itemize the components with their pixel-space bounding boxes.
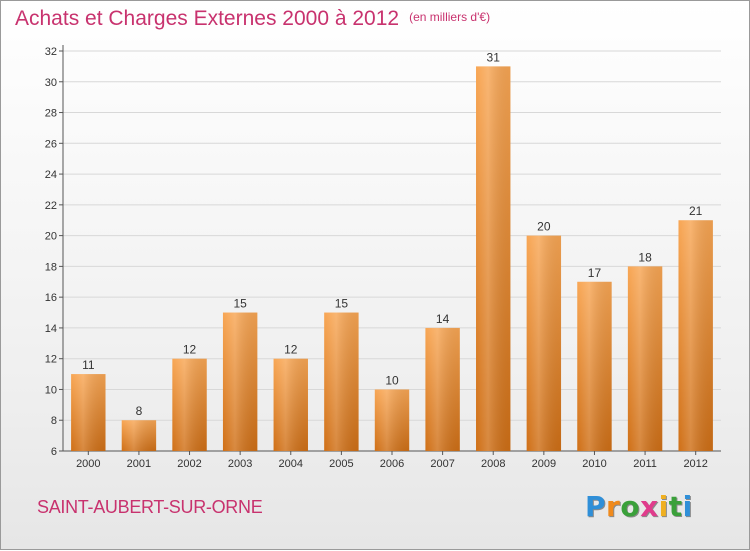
x-tick-label-2005: 2005 (329, 458, 353, 470)
logo-letter: x (640, 490, 659, 523)
x-tick-label-2008: 2008 (481, 458, 505, 470)
data-label-2002: 12 (183, 343, 197, 357)
y-tick-label: 26 (45, 138, 57, 150)
data-label-2012: 21 (689, 204, 703, 218)
bar-shine-2005 (324, 312, 359, 451)
y-tick-label: 18 (45, 261, 57, 273)
logo-letter: i (658, 490, 669, 523)
proxiti-logo[interactable]: Proxiti (585, 490, 693, 523)
chart-title: Achats et Charges Externes 2000 à 2012 (e… (15, 7, 490, 31)
data-label-2010: 17 (588, 266, 602, 280)
bar-shine-2003 (222, 312, 258, 451)
x-tick-label-2004: 2004 (279, 458, 303, 470)
unit-label: (en milliers d'€) (409, 10, 491, 24)
y-tick-label: 16 (45, 292, 57, 304)
bar-shine-2004 (273, 358, 308, 451)
bar-shine-2010 (577, 281, 612, 451)
y-tick-label: 12 (45, 354, 57, 366)
y-tick-label: 24 (45, 169, 57, 181)
commune-name: SAINT-AUBERT-SUR-ORNE (37, 497, 263, 517)
logo-letter: o (620, 490, 641, 523)
data-label-2000: 11 (82, 358, 95, 372)
bar-shine-2012 (678, 220, 713, 451)
x-tick-label-2012: 2012 (683, 458, 707, 470)
axes: 6 8 10 12 14 16 18 20 22 24 26 28 30 32 2000 2001 2002 20… (45, 45, 721, 470)
data-label-2007: 14 (436, 312, 450, 326)
data-label-2005: 15 (335, 297, 349, 311)
y-tick-label: 28 (45, 108, 57, 120)
x-tick-label-2009: 2009 (532, 458, 556, 470)
data-labels: 11 8 12 15 12 15 10 14 31 20 17 18 21 (82, 50, 703, 418)
x-tick-label-2010: 2010 (582, 458, 606, 470)
data-label-2003: 15 (233, 297, 247, 311)
bar-shine-2000 (71, 374, 106, 451)
bar-shine-2006 (374, 389, 410, 451)
logo-letter: P (585, 490, 607, 523)
y-tick-label: 30 (45, 77, 57, 89)
data-label-2004: 12 (284, 343, 298, 357)
y-tick-label: 8 (51, 415, 57, 427)
x-tick-label-2000: 2000 (76, 458, 100, 470)
bar-shine-2002 (172, 358, 207, 451)
bars (71, 66, 713, 451)
logo-letter: r (606, 490, 621, 523)
bar-shine-2001 (121, 420, 157, 451)
bar-shine-2011 (627, 266, 663, 451)
y-tick-label: 20 (45, 231, 57, 243)
logo-letter: t (668, 490, 683, 523)
bar-shine-2007 (425, 327, 460, 451)
x-tick-label-2007: 2007 (430, 458, 454, 470)
y-tick-label: 32 (45, 46, 57, 58)
x-tick-label-2011: 2011 (633, 458, 657, 470)
x-tick-label-2006: 2006 (380, 458, 404, 470)
data-label-2006: 10 (385, 373, 399, 387)
x-tick-label-2003: 2003 (228, 458, 252, 470)
data-label-2011: 18 (638, 250, 652, 264)
x-tick-label-2002: 2002 (177, 458, 201, 470)
y-tick-label: 22 (45, 200, 57, 212)
y-tick-label: 10 (45, 384, 57, 396)
y-tick-label: 14 (45, 323, 57, 335)
bar-shine-2008 (476, 66, 511, 451)
data-label-2009: 20 (537, 220, 551, 234)
logo-letter: i (682, 490, 693, 523)
data-label-2008: 31 (487, 50, 501, 64)
x-tick-label-2001: 2001 (127, 458, 151, 470)
data-label-2001: 8 (136, 404, 143, 418)
grid-lines (63, 50, 721, 421)
bar-shine-2009 (526, 235, 562, 451)
chart-title-text: Achats et Charges Externes 2000 à 2012 (15, 7, 400, 30)
y-tick-label: 6 (51, 446, 57, 458)
